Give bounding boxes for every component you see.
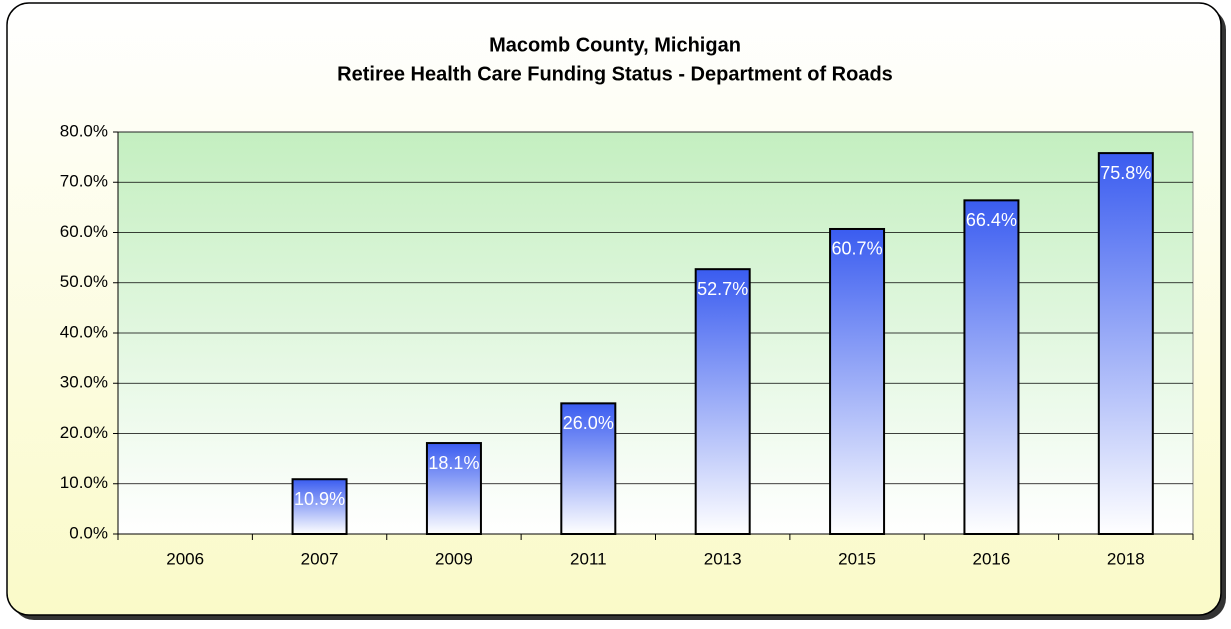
data-label: 18.1% [428, 453, 479, 473]
chart-subtitle: Retiree Health Care Funding Status - Dep… [337, 63, 893, 85]
y-tick-label: 10.0% [60, 473, 108, 492]
bar [1097, 152, 1154, 535]
x-tick-label: 2015 [838, 549, 876, 568]
data-label: 60.7% [832, 239, 883, 259]
bar [560, 402, 617, 535]
y-tick-label: 30.0% [60, 373, 108, 392]
x-tick-label: 2018 [1107, 549, 1145, 568]
chart-title: Macomb County, Michigan [489, 34, 741, 56]
y-tick-label: 80.0% [60, 121, 108, 140]
y-tick-label: 60.0% [60, 222, 108, 241]
bar [291, 478, 348, 536]
x-tick-label: 2013 [704, 549, 742, 568]
y-tick-label: 20.0% [60, 423, 108, 442]
bar [694, 268, 751, 535]
bar [425, 442, 482, 535]
y-tick-label: 70.0% [60, 172, 108, 191]
data-label: 75.8% [1100, 163, 1151, 183]
x-tick-label: 2007 [301, 549, 339, 568]
y-tick-label: 40.0% [60, 322, 108, 341]
x-tick-label: 2016 [973, 549, 1011, 568]
x-tick-label: 2011 [570, 549, 607, 568]
bar [963, 199, 1020, 535]
data-label: 52.7% [697, 279, 748, 299]
x-tick-label: 2009 [435, 549, 473, 568]
y-tick-label: 50.0% [60, 272, 108, 291]
data-label: 26.0% [563, 413, 614, 433]
bar [829, 227, 886, 535]
data-label: 66.4% [966, 210, 1017, 230]
y-tick-label: 0.0% [69, 523, 108, 542]
x-tick-label: 2006 [166, 549, 204, 568]
data-label: 10.9% [294, 489, 345, 509]
